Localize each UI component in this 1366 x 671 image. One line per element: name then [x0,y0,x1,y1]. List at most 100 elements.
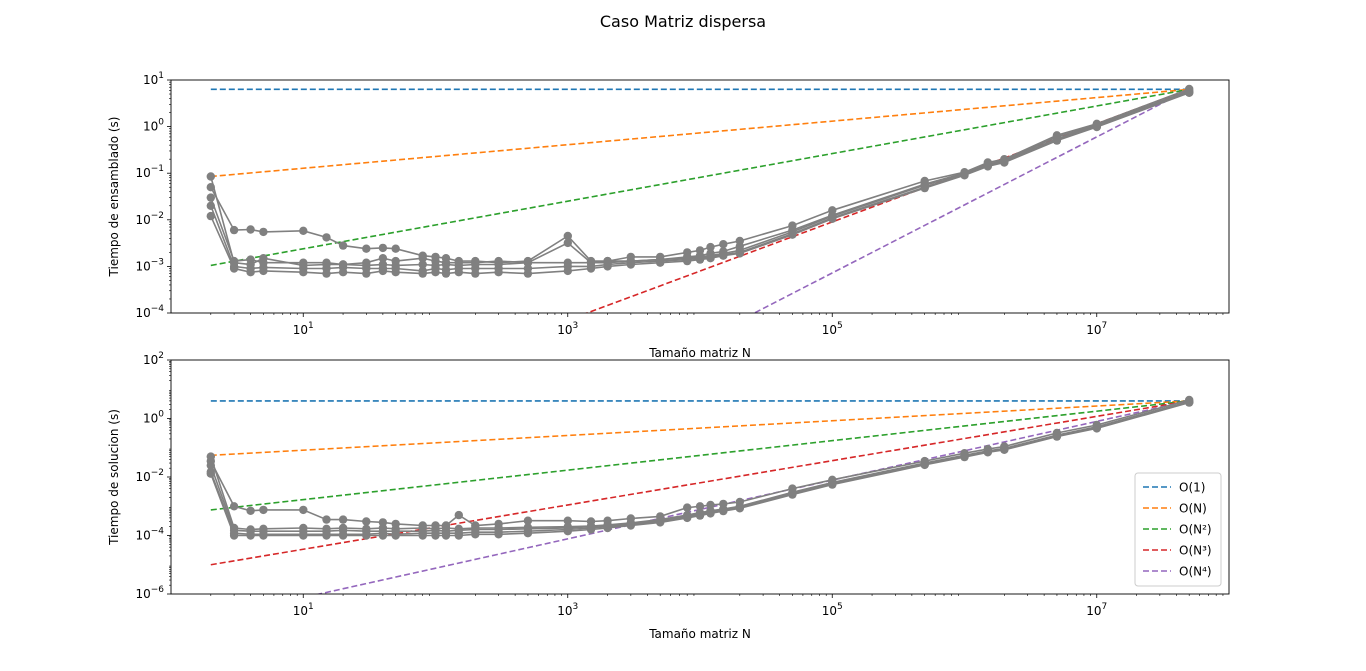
x-tick-exponent: 5 [837,321,843,331]
data-point [1052,432,1062,441]
y-tick-exponent: −3 [151,257,164,267]
data-point [299,268,308,277]
data-point [563,238,572,248]
data-point [656,258,665,267]
legend: O(1) O(N) O(N²) O(N³) O(N⁴) [1134,472,1222,587]
data-point [920,460,929,470]
x-axis-label: Tamaño matriz N [648,627,751,641]
y-tick-base: 10 [135,213,150,227]
x-tick-base: 10 [1086,323,1101,337]
legend-label: O(N²) [1179,523,1212,537]
data-point [706,254,715,263]
data-point [259,531,268,540]
legend-label: O(N) [1179,502,1207,516]
y-tick-exponent: 1 [158,71,164,81]
data-point [1000,158,1009,167]
y-tick-exponent: −2 [151,211,164,221]
data-point [206,201,215,210]
data-point [229,225,239,235]
data-point [391,244,400,253]
y-tick-base: 10 [135,587,150,601]
data-point [1052,136,1062,145]
y-tick-base: 10 [143,120,158,134]
y-tick-exponent: 0 [158,118,164,128]
data-point [391,268,400,277]
y-tick-label: 10−2 [135,211,164,227]
y-tick-label: 10−4 [135,304,164,320]
y-tick-exponent: −6 [151,585,165,595]
x-tick-base: 10 [293,323,308,337]
y-tick-exponent: 2 [158,351,164,361]
y-tick-label: 100 [143,118,164,134]
data-point [418,269,427,278]
data-point [454,258,463,267]
data-point [362,258,371,267]
data-point [471,530,480,539]
data-point [735,504,744,513]
data-point [586,264,596,273]
data-point [378,518,388,527]
data-point [391,531,400,540]
data-point [418,531,427,540]
reference-line-1 [210,88,1190,178]
legend-box [1134,472,1222,587]
data-point [523,258,533,267]
data-point [338,268,348,277]
data-point [362,531,371,540]
data-point [828,214,837,223]
data-point [206,193,215,202]
reference-line-3 [210,400,1190,566]
axes-frame [170,359,1230,595]
data-point [706,500,715,510]
data-point [246,506,255,515]
y-tick-base: 10 [135,470,150,484]
data-point [983,162,992,171]
y-tick-exponent: −2 [151,468,164,478]
y-tick-exponent: −1 [151,164,164,174]
data-point [683,503,692,512]
data-point [735,242,744,251]
x-tick-exponent: 5 [837,602,843,612]
data-point [683,256,692,266]
legend-label: O(N⁴) [1179,565,1212,579]
x-tick-label: 107 [1086,321,1107,337]
data-point [828,480,837,489]
data-point [983,448,992,457]
data-point [229,264,239,273]
x-tick-exponent: 7 [1102,602,1108,612]
data-point [246,225,255,234]
data-point [603,262,612,271]
y-tick-base: 10 [135,306,150,320]
reference-line-4 [315,400,1190,594]
data-point [246,255,255,264]
data-point [494,268,503,277]
data-point [494,530,503,539]
data-point [322,258,331,267]
data-point [299,226,308,235]
y-tick-base: 10 [135,259,150,273]
x-axis-label: Tamaño matriz N [648,346,751,360]
y-tick-label: 10−2 [135,468,164,484]
data-point [322,269,331,278]
data-point [362,244,371,253]
reference-line-2 [210,400,1190,511]
data-point [1185,88,1194,98]
x-tick-label: 107 [1086,602,1107,618]
data-point [603,523,612,533]
y-tick-base: 10 [143,353,158,367]
reference-line-2 [210,88,1190,267]
data-point [206,183,215,192]
data-point [523,529,533,538]
data-point [719,251,728,260]
data-point [391,256,400,266]
data-point [920,183,929,193]
y-tick-label: 10−1 [135,164,164,180]
data-point [626,521,635,530]
data-point [299,258,308,267]
data-point [719,506,728,516]
x-tick-exponent: 3 [573,321,579,331]
x-tick-label: 105 [822,321,843,337]
x-tick-base: 10 [557,604,572,618]
x-tick-exponent: 3 [573,602,579,612]
